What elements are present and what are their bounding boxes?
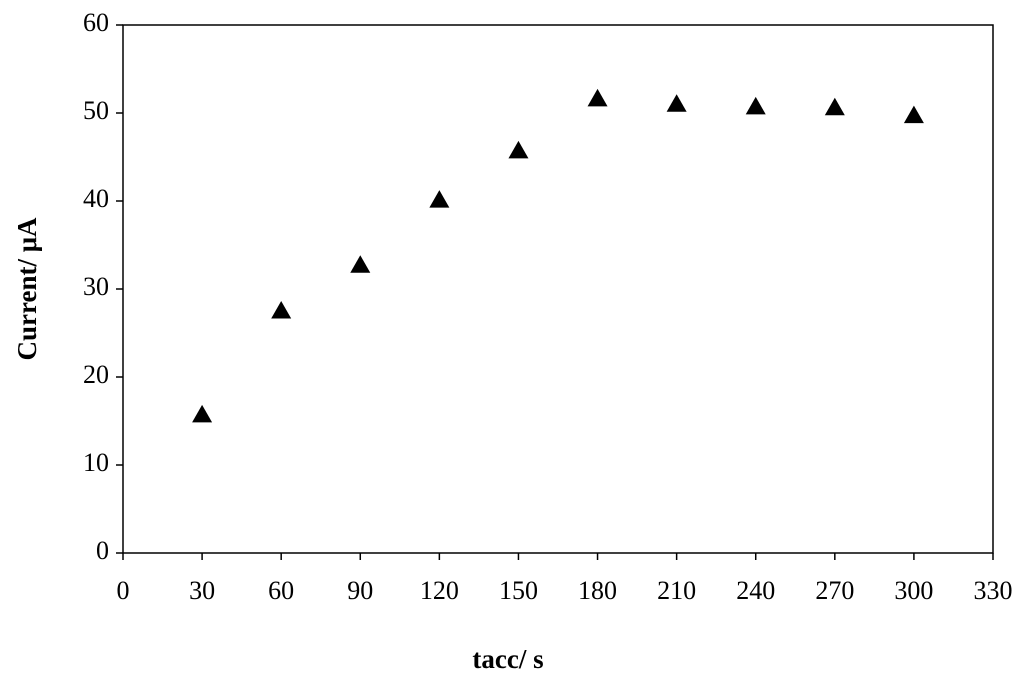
- x-tick-label: 330: [974, 576, 1013, 605]
- x-axis-title: tacc/ s: [472, 644, 543, 674]
- marker: [587, 88, 608, 107]
- x-tick-label: 300: [894, 576, 933, 605]
- y-tick-label: 10: [83, 448, 109, 477]
- plot-frame: [122, 24, 994, 554]
- marker: [508, 140, 529, 159]
- marker: [192, 404, 213, 423]
- x-tick-label: 30: [189, 576, 215, 605]
- marker: [903, 105, 924, 124]
- x-tick-label: 120: [420, 576, 459, 605]
- y-tick-label: 30: [83, 272, 109, 301]
- y-tick-label: 50: [83, 96, 109, 125]
- marker: [745, 96, 766, 115]
- x-tick-label: 270: [815, 576, 854, 605]
- marker: [350, 255, 371, 273]
- y-tick-label: 20: [83, 360, 109, 389]
- marker: [271, 301, 292, 319]
- marker: [824, 97, 845, 116]
- x-tick-label: 60: [268, 576, 294, 605]
- x-tick-label: 180: [578, 576, 617, 605]
- x-tick-label: 150: [499, 576, 538, 605]
- marker: [666, 94, 687, 112]
- x-tick-label: 240: [736, 576, 775, 605]
- x-tick-label: 0: [117, 576, 130, 605]
- y-tick-label: 60: [83, 8, 109, 37]
- y-axis-title: Current/ μA: [12, 217, 42, 361]
- y-tick-label: 0: [96, 536, 109, 565]
- x-tick-label: 90: [347, 576, 373, 605]
- y-tick-label: 40: [83, 184, 109, 213]
- x-tick-label: 210: [657, 576, 696, 605]
- marker: [429, 190, 450, 208]
